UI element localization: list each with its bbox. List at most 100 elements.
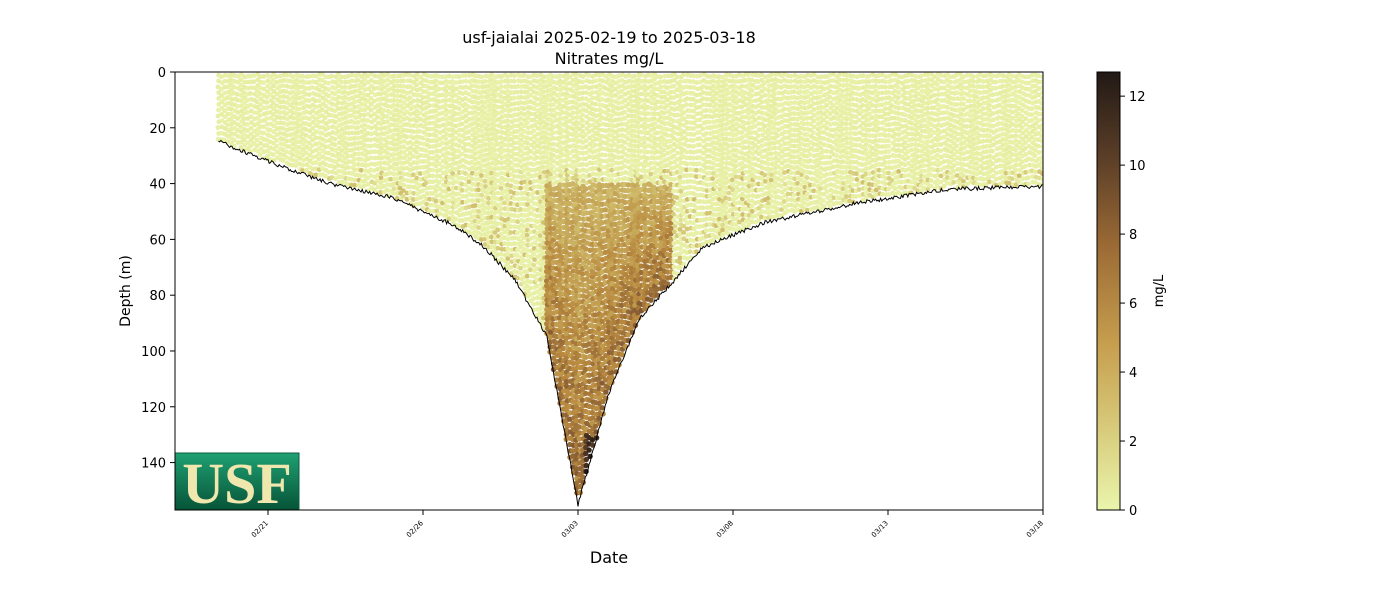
nitrate-point: [391, 132, 397, 138]
nitrate-point: [469, 148, 475, 154]
nitrate-point: [505, 133, 511, 138]
nitrate-point: [495, 227, 501, 233]
nitrate-point: [632, 113, 638, 119]
nitrate-point: [355, 172, 361, 178]
nitrate-point: [694, 167, 699, 173]
nitrate-point: [388, 176, 394, 182]
nitrate-point: [463, 73, 468, 78]
nitrate-point: [707, 102, 713, 108]
nitrate-point: [525, 140, 530, 146]
nitrate-point: [492, 108, 497, 114]
nitrate-point: [356, 135, 361, 141]
nitrate-point: [277, 78, 283, 84]
nitrate-point: [369, 161, 374, 167]
nitrate-point: [534, 283, 540, 289]
nitrate-point: [518, 137, 524, 143]
nitrate-point: [505, 256, 511, 261]
nitrate-point: [229, 106, 234, 112]
nitrate-point: [436, 155, 442, 160]
nitrate-point: [498, 84, 504, 90]
nitrate-point: [505, 88, 511, 94]
nitrate-point: [232, 131, 238, 137]
nitrate-point: [384, 114, 390, 119]
nitrate-point: [453, 86, 459, 92]
nitrate-point: [509, 84, 514, 90]
nitrate-point: [515, 247, 520, 253]
nitrate-point: [330, 152, 335, 158]
nitrate-point: [440, 116, 446, 122]
nitrate-point: [300, 94, 305, 100]
nitrate-point: [586, 447, 592, 453]
nitrate-point: [339, 79, 345, 85]
nitrate-point: [511, 95, 517, 101]
nitrate-point: [482, 79, 488, 84]
nitrate-point: [359, 145, 364, 151]
nitrate-point: [680, 72, 686, 78]
nitrate-point: [485, 122, 491, 128]
nitrate-point: [511, 123, 517, 129]
nitrate-point: [316, 146, 322, 151]
nitrate-point: [241, 116, 247, 122]
nitrate-point: [342, 94, 348, 100]
nitrate-point: [326, 93, 331, 99]
nitrate-point: [244, 110, 250, 115]
nitrate-point: [606, 77, 611, 82]
nitrate-point: [453, 111, 458, 117]
nitrate-point: [470, 198, 475, 204]
nitrate-point: [472, 151, 478, 157]
nitrate-point: [333, 114, 339, 119]
nitrate-point: [622, 140, 628, 145]
nitrate-point: [619, 154, 625, 160]
nitrate-point: [245, 97, 250, 103]
nitrate-point: [290, 147, 296, 152]
nitrate-point: [508, 212, 514, 218]
nitrate-point: [505, 192, 511, 198]
nitrate-point: [375, 132, 381, 138]
nitrate-point: [349, 130, 355, 136]
nitrate-point: [476, 79, 481, 85]
nitrate-point: [345, 73, 351, 79]
nitrate-point: [492, 181, 497, 187]
nitrate-point: [375, 143, 381, 149]
nitrate-point: [401, 193, 406, 199]
nitrate-point: [414, 144, 420, 150]
nitrate-point: [453, 80, 459, 86]
nitrate-point: [499, 124, 504, 130]
nitrate-point: [495, 129, 501, 135]
nitrate-point: [427, 97, 433, 103]
nitrate-point: [466, 173, 472, 179]
nitrate-point: [319, 77, 325, 83]
nitrate-point: [375, 138, 380, 143]
nitrate-point: [362, 122, 368, 128]
nitrate-point: [489, 234, 494, 240]
nitrate-point: [410, 172, 416, 178]
nitrate-point: [397, 139, 403, 145]
nitrate-point: [473, 135, 478, 141]
nitrate-point: [674, 220, 680, 226]
nitrate-point: [378, 101, 384, 107]
nitrate-point: [450, 175, 455, 181]
nitrate-point: [433, 83, 439, 89]
nitrate-point: [222, 90, 228, 96]
nitrate-point: [408, 145, 413, 151]
nitrate-point: [456, 191, 462, 197]
nitrate-point: [238, 98, 244, 103]
nitrate-point: [326, 125, 331, 131]
nitrate-point: [518, 100, 524, 105]
nitrate-point: [306, 74, 312, 79]
nitrate-point: [427, 196, 432, 202]
nitrate-point: [407, 95, 413, 100]
nitrate-point: [427, 120, 433, 126]
nitrate-point: [235, 110, 241, 115]
nitrate-point: [261, 149, 267, 155]
nitrate-point: [291, 115, 296, 121]
nitrate-point: [290, 126, 296, 131]
nitrate-point: [361, 112, 367, 118]
nitrate-point: [307, 122, 312, 128]
nitrate-point: [245, 134, 251, 140]
nitrate-point: [573, 129, 579, 135]
nitrate-point: [304, 109, 309, 115]
nitrate-point: [401, 171, 407, 177]
nitrate-point: [326, 144, 332, 150]
nitrate-point: [358, 140, 364, 146]
